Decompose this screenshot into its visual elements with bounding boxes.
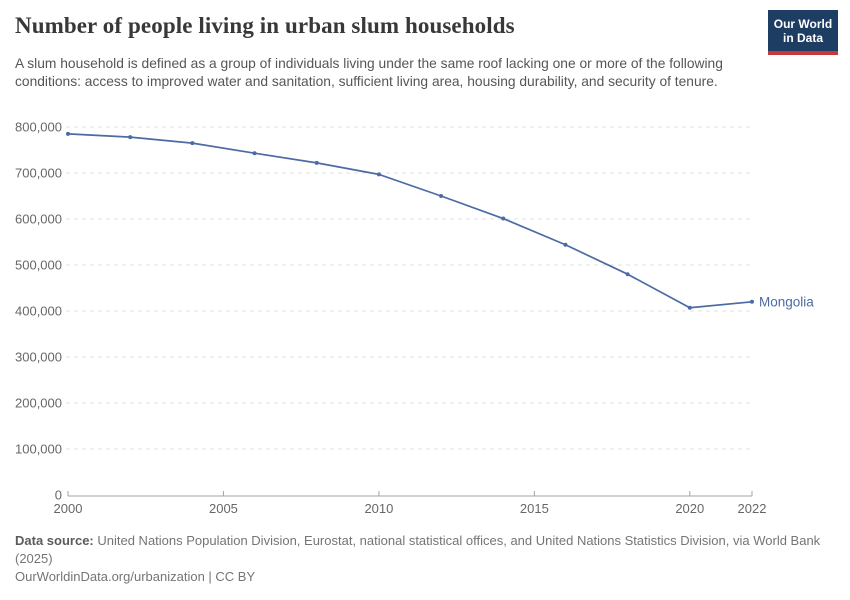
- chart-subtitle: A slum household is defined as a group o…: [15, 56, 723, 89]
- series-line: [67, 133, 753, 309]
- y-tick-label: 500,000: [15, 258, 62, 273]
- line-chart: 0 100,000 200,000 300,000 400,000 500,000 600,…: [15, 120, 814, 517]
- owid-logo[interactable]: Our World in Data: [768, 10, 838, 55]
- x-tick-label: 2015: [520, 501, 549, 516]
- footer-datasource: Data source: United Nations Population D…: [15, 532, 833, 567]
- data-point: [128, 135, 133, 140]
- datasource-label: Data source:: [15, 533, 94, 548]
- y-tick-label: 0: [55, 488, 62, 503]
- datasource-text: United Nations Population Division, Euro…: [15, 533, 821, 566]
- x-tick-label: 2022: [738, 501, 767, 516]
- y-tick-label: 300,000: [15, 350, 62, 365]
- data-point: [252, 151, 257, 156]
- x-tick-label: 2020: [675, 501, 704, 516]
- y-tick-label: 400,000: [15, 304, 62, 319]
- owid-logo-line2: in Data: [782, 31, 823, 45]
- x-tick-label: 2000: [54, 501, 83, 516]
- x-tick-label: 2005: [209, 501, 238, 516]
- y-tick-label: 600,000: [15, 212, 62, 227]
- page-title: Number of people living in urban slum ho…: [15, 13, 515, 38]
- series-end-label: Mongolia: [759, 294, 814, 309]
- data-point: [749, 299, 754, 304]
- x-tick-label: 2010: [364, 501, 393, 516]
- data-point: [190, 141, 195, 146]
- data-point: [625, 272, 630, 277]
- owid-logo-line1: Our World: [773, 17, 833, 31]
- footer-link[interactable]: OurWorldinData.org/urbanization | CC BY: [15, 569, 256, 584]
- data-point: [501, 216, 506, 221]
- data-point: [563, 242, 568, 247]
- data-point: [66, 131, 70, 136]
- data-point: [439, 194, 444, 198]
- data-point: [687, 305, 692, 310]
- y-tick-label: 100,000: [15, 442, 62, 457]
- y-tick-label: 200,000: [15, 396, 62, 411]
- y-tick-label: 700,000: [15, 166, 62, 181]
- data-point: [314, 160, 319, 165]
- y-tick-label: 800,000: [15, 120, 62, 135]
- data-point: [376, 172, 381, 177]
